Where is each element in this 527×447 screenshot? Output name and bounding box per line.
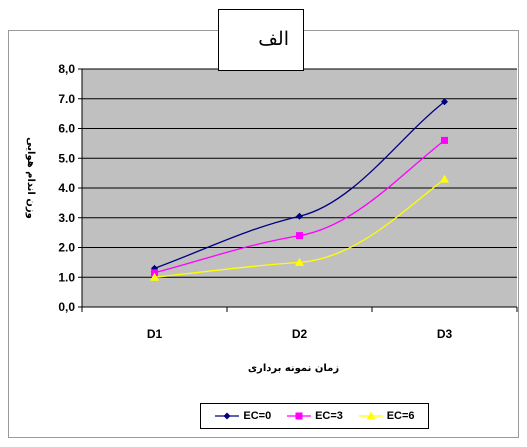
legend-label: EC=0 [243,410,272,422]
legend-swatch [215,412,240,420]
data-point [150,272,159,281]
y-tick-label: 5.0 [58,151,75,165]
data-point [441,136,448,144]
y-axis-label: وزن اندام هوایی [25,137,36,219]
series-ec-0 [151,98,448,272]
y-tick-label: 3.0 [58,211,75,225]
y-tick-label: 8,0 [58,62,75,76]
y-tick-label: 7.0 [58,92,75,106]
legend-label: EC=6 [386,410,415,422]
legend-marker [295,412,303,420]
panel-label-text: الف [258,28,289,50]
legend-swatch [358,411,383,420]
y-tick-label: 2.0 [58,241,75,255]
x-tick-label: D2 [292,327,308,341]
y-tick-label: 0,0 [58,300,75,314]
panel-label: الف [218,9,304,71]
x-tick-label: D1 [147,327,163,341]
x-axis-label: زمان نمونه برداری [248,363,339,374]
legend-swatch [287,412,312,420]
data-point [296,232,303,240]
series-ec-6 [150,174,449,281]
data-point [295,257,304,266]
data-point [440,174,449,183]
y-tick-label: 4.0 [58,181,75,195]
y-tick-label: 6.0 [58,122,75,136]
data-point [441,98,448,106]
legend-marker [223,412,231,420]
legend-item: EC=6 [358,410,415,422]
y-axis-ticks: 0,0 1.0 2.0 3.0 4.0 5.0 6.0 7.0 8,0 [58,62,82,314]
data-point [296,212,303,220]
y-tick-label: 1.0 [58,270,75,284]
legend: EC=0 EC=3 EC=6 [200,403,429,429]
legend-label: EC=3 [315,410,343,422]
x-tick-label: D3 [437,327,453,341]
x-axis-ticks: D1 D2 D3 [81,307,518,341]
legend-item: EC=3 [286,410,343,422]
legend-item: EC=0 [214,410,271,422]
series-group [150,98,449,281]
legend-marker [366,411,376,420]
